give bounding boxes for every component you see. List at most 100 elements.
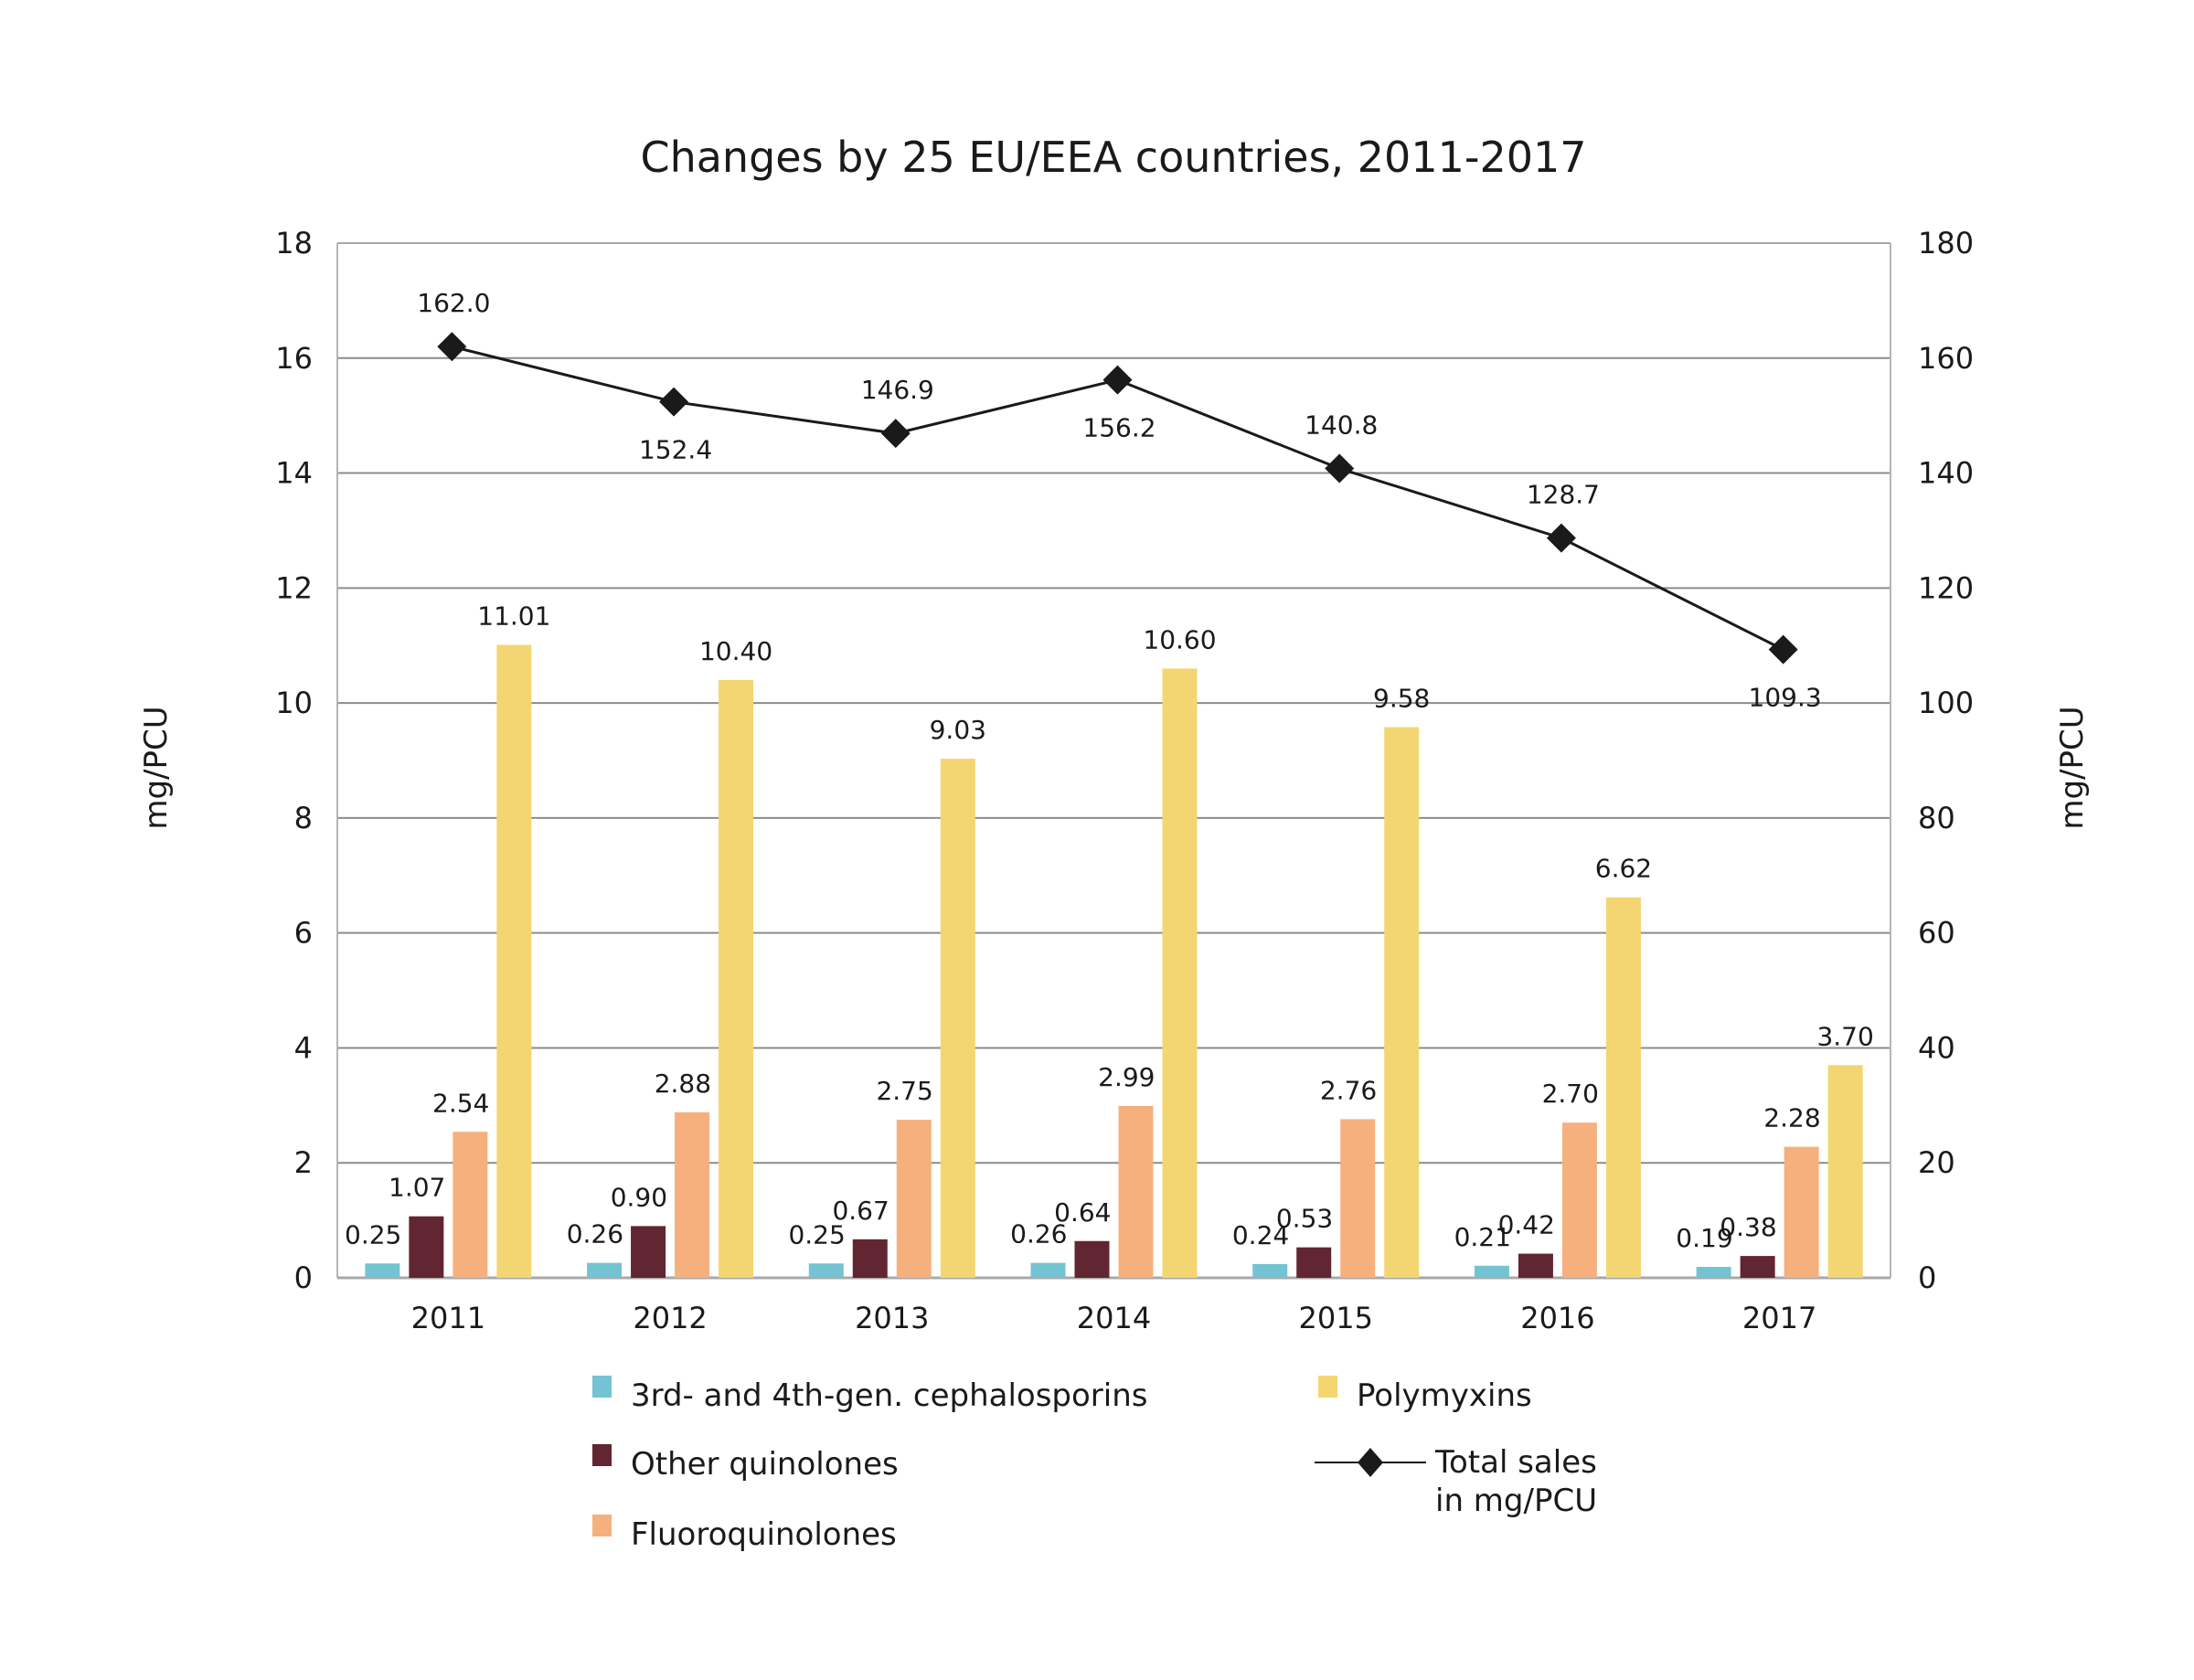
data-label: 3.70 — [1816, 1021, 1873, 1051]
bar-3rd-and-4th-gen-cephalosporins — [365, 1263, 400, 1278]
y-left-tick-label: 16 — [275, 341, 313, 376]
data-label: 0.26 — [567, 1219, 623, 1249]
legend-swatch — [592, 1515, 612, 1536]
total-sales-line — [437, 332, 1798, 665]
y-right-tick-label: 140 — [1918, 456, 1974, 491]
axis-ticks: 0246810121416180204060801001201401601802… — [275, 226, 1974, 1335]
line-data-label: 109.3 — [1749, 683, 1822, 713]
data-label: 2.70 — [1542, 1079, 1599, 1109]
line-data-label: 152.4 — [639, 435, 712, 465]
bar-other-quinolones — [1296, 1247, 1332, 1278]
data-label: 9.03 — [930, 715, 986, 745]
y-axis-left-label: mg/PCU — [138, 706, 175, 829]
data-label: 2.88 — [655, 1069, 711, 1099]
y-right-tick-label: 40 — [1918, 1030, 1955, 1065]
line-marker-diamond — [1768, 634, 1798, 665]
y-axis-right-label: mg/PCU — [2054, 706, 2091, 829]
data-label: 0.42 — [1498, 1210, 1555, 1240]
data-label: 9.58 — [1373, 684, 1430, 714]
data-label: 6.62 — [1595, 854, 1652, 884]
data-label: 11.01 — [477, 601, 550, 632]
data-label: 10.40 — [699, 636, 772, 666]
data-label: 0.90 — [611, 1182, 667, 1212]
data-label: 0.24 — [1232, 1220, 1289, 1250]
data-label: 2.75 — [876, 1076, 932, 1106]
y-right-tick-label: 60 — [1918, 916, 1955, 951]
data-label: 0.53 — [1276, 1204, 1333, 1234]
bar-fluoroquinolones — [1118, 1105, 1154, 1278]
bar-polymyxins — [940, 759, 975, 1278]
x-tick-label: 2011 — [411, 1301, 485, 1335]
grid — [336, 242, 1891, 1280]
bar-fluoroquinolones — [675, 1111, 710, 1278]
bar-3rd-and-4th-gen-cephalosporins — [808, 1263, 844, 1278]
bar-other-quinolones — [631, 1226, 666, 1278]
bar-fluoroquinolones — [1784, 1146, 1819, 1278]
x-tick-label: 2014 — [1077, 1301, 1151, 1335]
y-right-tick-label: 180 — [1918, 226, 1974, 261]
line-marker-diamond — [1102, 365, 1133, 395]
line-data-label: 156.2 — [1082, 413, 1156, 443]
data-label: 0.19 — [1676, 1223, 1732, 1253]
bar-polymyxins — [496, 644, 532, 1278]
y-left-tick-label: 10 — [275, 686, 313, 720]
data-label: 2.28 — [1763, 1103, 1820, 1133]
data-label: 0.67 — [832, 1196, 889, 1226]
y-right-tick-label: 20 — [1918, 1145, 1955, 1180]
x-tick-label: 2017 — [1742, 1301, 1816, 1335]
y-left-tick-label: 0 — [294, 1260, 313, 1295]
chart-title: Changes by 25 EU/EEA countries, 2011-201… — [640, 133, 1586, 182]
data-label: 2.76 — [1320, 1075, 1377, 1105]
y-left-tick-label: 6 — [294, 916, 313, 951]
data-label: 0.64 — [1054, 1197, 1111, 1228]
y-right-tick-label: 160 — [1918, 341, 1974, 376]
legend-swatch — [592, 1376, 612, 1398]
bar-fluoroquinolones — [896, 1120, 932, 1278]
legend-diamond-icon — [1358, 1448, 1383, 1477]
legend-label: in mg/PCU — [1435, 1483, 1597, 1519]
bar-3rd-and-4th-gen-cephalosporins — [1252, 1263, 1288, 1278]
line-data-label: 162.0 — [417, 288, 490, 318]
line-marker-diamond — [659, 387, 689, 417]
y-right-tick-label: 80 — [1918, 801, 1955, 835]
legend-label: Polymyxins — [1357, 1377, 1532, 1414]
legend-label: Other quinolones — [631, 1446, 899, 1483]
bar-fluoroquinolones — [453, 1132, 488, 1278]
bar-polymyxins — [1384, 727, 1420, 1278]
line-marker-diamond — [880, 419, 911, 449]
bar-3rd-and-4th-gen-cephalosporins — [587, 1262, 623, 1278]
data-label: 0.25 — [345, 1219, 401, 1249]
bar-other-quinolones — [1518, 1253, 1553, 1278]
bar-other-quinolones — [1074, 1240, 1110, 1278]
bar-3rd-and-4th-gen-cephalosporins — [1696, 1267, 1731, 1278]
bar-3rd-and-4th-gen-cephalosporins — [1474, 1265, 1509, 1278]
x-tick-label: 2013 — [855, 1301, 929, 1335]
bar-other-quinolones — [852, 1239, 888, 1278]
legend: 3rd- and 4th-gen. cephalosporins Other qu… — [592, 1376, 1597, 1553]
y-left-tick-label: 18 — [275, 226, 313, 261]
x-tick-label: 2015 — [1298, 1301, 1372, 1335]
legend-label: Fluoroquinolones — [631, 1516, 897, 1553]
line-data-label: 146.9 — [861, 375, 934, 405]
data-labels: 0.25 0.26 0.25 0.26 0.24 0.21 0.19 1.07 0.90 0.67… — [345, 288, 1874, 1253]
bars — [365, 644, 1863, 1278]
bar-fluoroquinolones — [1340, 1119, 1376, 1278]
line-data-label: 140.8 — [1305, 410, 1378, 441]
data-label: 0.38 — [1720, 1212, 1776, 1242]
x-tick-label: 2012 — [633, 1301, 707, 1335]
legend-swatch — [592, 1444, 612, 1466]
bar-fluoroquinolones — [1561, 1122, 1597, 1278]
bar-polymyxins — [1162, 668, 1198, 1278]
y-left-tick-label: 8 — [294, 801, 313, 835]
line-marker-diamond — [1325, 453, 1355, 484]
y-left-tick-label: 2 — [294, 1145, 313, 1180]
y-left-tick-label: 14 — [275, 456, 313, 491]
bar-polymyxins — [1605, 897, 1641, 1278]
bar-3rd-and-4th-gen-cephalosporins — [1030, 1262, 1066, 1278]
data-label: 1.07 — [389, 1173, 445, 1203]
data-label: 0.25 — [788, 1219, 845, 1249]
bar-other-quinolones — [409, 1216, 444, 1278]
bar-other-quinolones — [1740, 1256, 1775, 1278]
bar-polymyxins — [1827, 1065, 1863, 1278]
